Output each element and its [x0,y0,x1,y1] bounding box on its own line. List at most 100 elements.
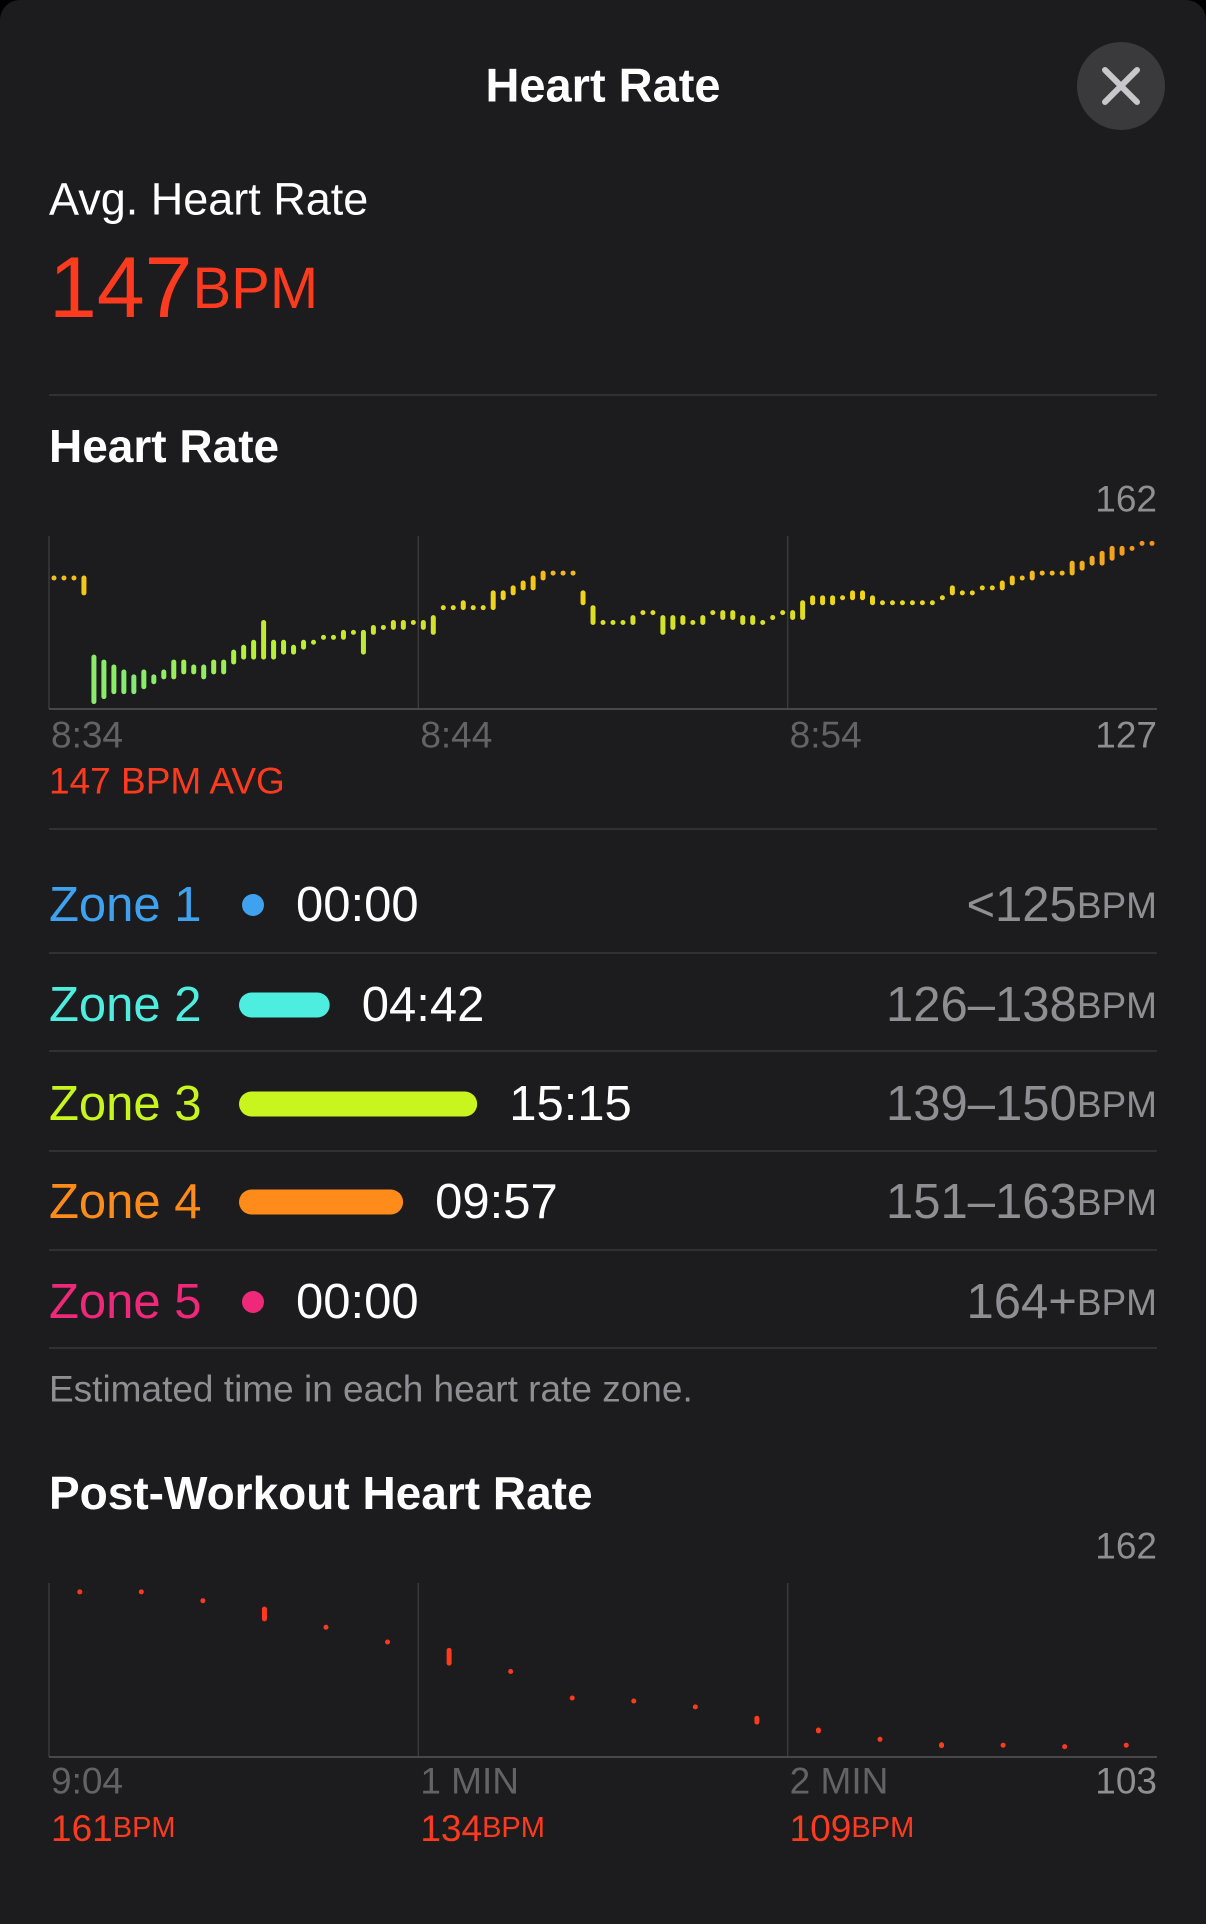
zone-range: 164+BPM [966,1275,1157,1329]
zone-range-value: 126–138 [886,978,1077,1032]
hr-bar [460,600,466,611]
hr-bar [111,664,117,695]
hr-bar [1009,575,1015,586]
hr-bar [660,615,666,635]
hr-bar [780,610,786,616]
hr-bar [360,629,366,655]
hr-bar [631,1698,637,1704]
marker-unit: BPM [482,1812,545,1844]
x-tick-label: 8:34 [51,715,123,756]
hr-bar [221,659,227,675]
hr-bar [899,600,905,606]
hr-bar [261,1606,267,1622]
marker-value: 109BPM [790,1808,915,1849]
hr-bar [200,1598,206,1604]
hr-bar [959,590,965,596]
zone-time: 15:15 [509,1077,632,1131]
hr-bar [261,620,267,660]
zone-range-value: <125 [966,878,1076,932]
hr-bar [550,570,556,576]
hr-bar [600,620,606,625]
hr-bar [1109,545,1115,561]
hr-bar [1062,1744,1068,1750]
zone-dot [242,894,264,916]
hr-bar [909,600,915,606]
hr-bar [979,585,985,591]
zone-time: 09:57 [435,1175,558,1229]
hr-bar [929,600,935,606]
hr-bar [490,590,496,611]
hr-bar [385,1639,391,1645]
zone-range: 151–163BPM [886,1175,1157,1229]
hr-bar [321,634,327,640]
zone-range-value: 151–163 [886,1175,1077,1229]
zone-name: Zone 5 [49,1275,202,1329]
hr-bar [323,1624,329,1630]
hr-bar [680,615,686,625]
hr-bar [1139,540,1145,546]
hr-bar [281,639,287,655]
zone-dot [242,1291,264,1313]
hr-bar [810,595,816,606]
hr-bar [271,639,277,660]
hr-bar [446,1647,452,1666]
hr-bar [620,620,626,625]
x-tick-label: 9:04 [51,1761,123,1802]
hr-bar [1000,1742,1006,1748]
hr-bar [51,575,57,581]
zone-range: 139–150BPM [886,1077,1157,1131]
zone-time: 00:00 [296,878,419,932]
hr-bar [510,585,516,596]
zone-bar [239,1091,478,1117]
hr-bar [191,664,197,675]
hr-bar [1039,570,1045,576]
hr-bar [830,595,836,606]
sheet-title: Heart Rate [485,59,720,112]
hr-bar [540,570,546,581]
hr-bar [81,575,87,596]
chart-title: Heart Rate [49,420,279,472]
hr-bar [590,605,596,625]
hr-bar [201,664,207,680]
hr-bar [520,580,526,591]
hr-bar [1069,560,1075,576]
hr-bar [1029,570,1035,581]
hr-bar [800,600,806,621]
zone-range-unit: BPM [1077,985,1157,1026]
hr-bar [340,629,346,640]
hr-bar [420,620,426,630]
hr-bar [610,620,616,625]
hr-bar [630,615,636,625]
hr-bar [560,570,566,576]
zone-range: <125BPM [966,878,1157,932]
hr-bar [480,605,486,611]
avg-bpm-label: 147 BPM AVG [49,761,285,802]
hr-bar [650,610,656,616]
marker-value: 134BPM [420,1808,545,1849]
hr-bar [161,669,167,680]
hr-bar [850,590,856,601]
hr-bar [251,639,257,660]
hr-bar [710,610,716,616]
zone-name: Zone 3 [49,1077,202,1131]
close-icon[interactable] [1102,67,1140,105]
hr-bar [301,639,307,650]
zone-range-unit: BPM [1077,1084,1157,1125]
zone-range-value: 164+ [966,1275,1076,1329]
hr-bar [1079,560,1085,571]
hr-bar [181,659,187,675]
close-button[interactable] [1077,42,1165,130]
hr-bar [121,669,127,695]
hr-bar [291,644,297,655]
hr-bar [171,659,177,680]
hr-bar [530,575,536,591]
hr-bar [919,600,925,606]
x-tick-label: 1 MIN [420,1761,519,1802]
hr-bar [1099,550,1105,566]
hr-bar [670,615,676,630]
hr-bar [879,600,885,606]
marker-number: 161 [51,1808,113,1849]
hr-bar [860,590,866,601]
hr-bar [77,1589,83,1595]
